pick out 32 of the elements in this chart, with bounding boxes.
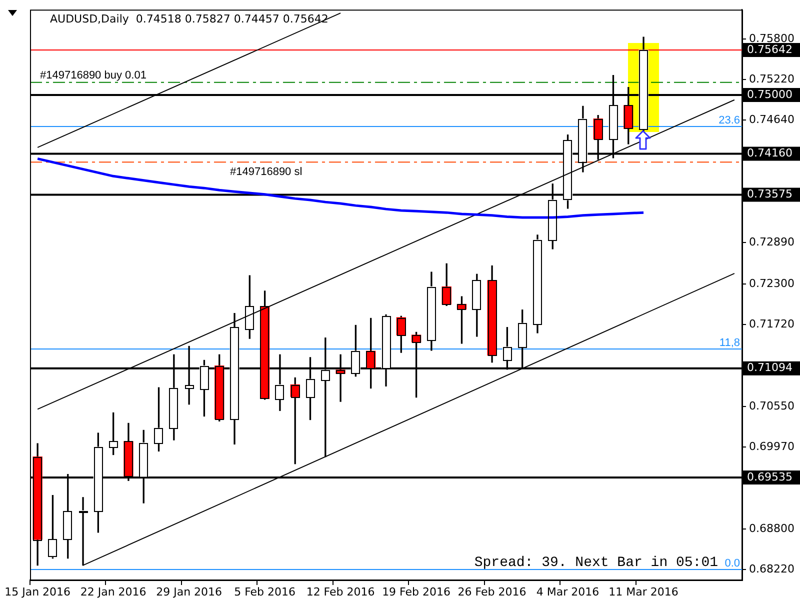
y-tick-label: 0.70550 — [749, 399, 794, 412]
x-tick-label: 12 Feb 2016 — [306, 585, 375, 598]
y-tick-label: 0.69970 — [749, 440, 794, 453]
ref-line-label: 0.69535 — [747, 470, 792, 484]
ref-line-label: #149716890 sl — [230, 166, 302, 178]
y-tick-label: 0.68800 — [749, 522, 794, 535]
ref-line-label: 0.75000 — [747, 88, 792, 101]
y-tick-label: 0.75800 — [749, 32, 794, 45]
x-tick-label: 15 Jan 2016 — [4, 585, 71, 598]
y-tick-label: 0.75220 — [749, 72, 794, 86]
y-tick-label: 0.74640 — [749, 113, 794, 126]
ref-line-label: 0.75642 — [747, 42, 792, 56]
annotation: 11,8 — [719, 337, 740, 350]
x-tick-label: 26 Feb 2016 — [458, 585, 526, 598]
y-tick-label: 0.68220 — [749, 562, 794, 576]
x-tick-label: 11 Mar 2016 — [608, 585, 678, 598]
x-tick-label: 19 Feb 2016 — [382, 585, 451, 598]
ref-line-label: 0.71094 — [747, 361, 792, 374]
y-tick-label: 0.72890 — [749, 236, 794, 249]
x-tick-label: 22 Jan 2016 — [80, 585, 146, 598]
x-tick-label: 4 Mar 2016 — [536, 585, 600, 598]
annotation: 0.0 — [724, 558, 740, 570]
x-tick-label: 29 Jan 2016 — [156, 585, 222, 598]
annotation: 23.6 — [718, 114, 740, 126]
y-tick-label: 0.71720 — [749, 317, 794, 330]
y-tick-label: 0.72300 — [749, 276, 794, 290]
chart-title: AUDUSD,Daily 0.74518 0.75827 0.74457 0.75642 — [50, 12, 328, 26]
ref-line-label: #149716890 buy 0.01 — [40, 69, 146, 82]
x-tick-label: 5 Feb 2016 — [234, 585, 296, 598]
ref-line-label: 0.74160 — [747, 146, 792, 160]
annotation: Spread: 39. Next Bar in 05:01 — [474, 555, 718, 571]
ref-line-label: 0.73575 — [747, 188, 792, 201]
